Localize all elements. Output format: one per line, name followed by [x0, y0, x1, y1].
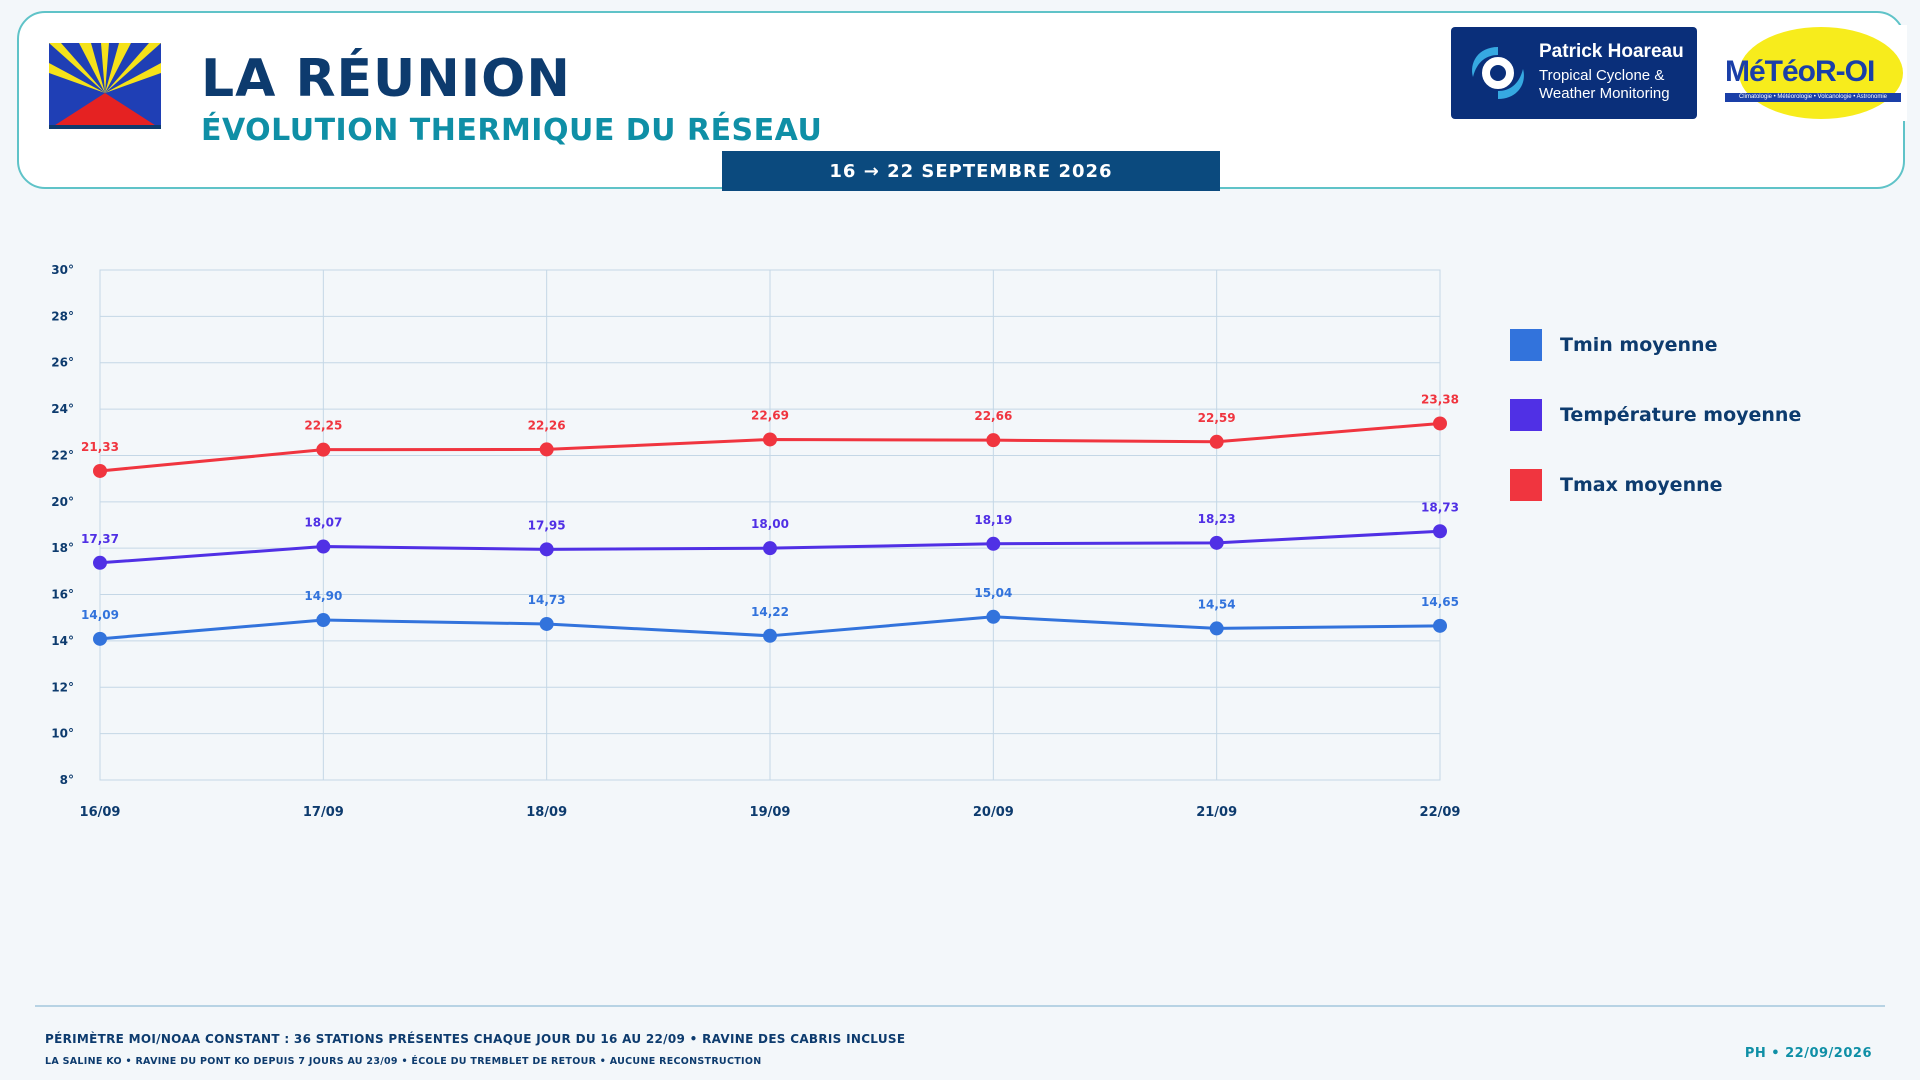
y-tick-label: 16° — [51, 588, 74, 602]
reunion-flag-icon — [49, 43, 161, 129]
data-point — [316, 539, 331, 554]
x-tick-label: 21/09 — [1196, 805, 1237, 820]
logo-ph-line2: Weather Monitoring — [1539, 85, 1670, 102]
data-label: 22,26 — [528, 418, 566, 432]
x-tick-label: 20/09 — [973, 805, 1014, 820]
y-tick-label: 26° — [51, 356, 74, 370]
x-tick-label: 16/09 — [80, 805, 121, 820]
temperature-line-chart: 8° 10° 12° 14° 16° 18° 20° 22° 24° 26° 28° 30° 16/09… — [51, 263, 1461, 820]
data-point — [539, 442, 554, 457]
y-tick-label: 22° — [51, 448, 74, 462]
data-point — [1209, 434, 1224, 449]
data-point — [1433, 524, 1447, 539]
y-tick-label: 30° — [51, 263, 74, 277]
legend-label-tmax: Tmax moyenne — [1560, 474, 1723, 496]
data-label: 14,73 — [528, 593, 566, 607]
data-label: 22,59 — [1198, 411, 1236, 425]
y-tick-label: 14° — [51, 634, 74, 648]
logo-meteo-sub: Climatologie • Météorologie • Volcanolog… — [1725, 93, 1901, 102]
data-label: 14,22 — [751, 605, 789, 619]
logo-ph-tagline: Tropical Cyclone & Weather Monitoring — [1539, 67, 1670, 103]
data-point — [1209, 535, 1224, 550]
data-label: 18,19 — [974, 513, 1012, 527]
data-point — [986, 536, 1001, 551]
data-label: 23,38 — [1421, 392, 1459, 406]
data-point — [986, 609, 1001, 624]
data-label: 17,95 — [528, 518, 566, 532]
legend-item-tmoy: Température moyenne — [1510, 398, 1801, 432]
data-label: 22,25 — [304, 419, 342, 433]
page-title: LA RÉUNION — [201, 49, 571, 109]
data-point — [1209, 621, 1224, 636]
x-tick-label: 19/09 — [750, 805, 791, 820]
data-point — [1433, 618, 1447, 633]
y-tick-label: 28° — [51, 309, 74, 323]
data-point — [316, 442, 331, 457]
legend-label-tmin: Tmin moyenne — [1560, 334, 1718, 356]
data-label: 18,73 — [1421, 500, 1459, 514]
data-point — [763, 541, 777, 556]
legend-swatch-tmoy — [1510, 399, 1542, 431]
meteor-oi-logo: MéTéoR-OI Climatologie • Météorologie • … — [1715, 25, 1907, 121]
cyclone-icon — [1472, 47, 1524, 99]
legend-item-tmin: Tmin moyenne — [1510, 328, 1801, 362]
chart-legend: Tmin moyenne Température moyenne Tmax mo… — [1510, 328, 1801, 538]
data-point — [763, 628, 777, 643]
data-point — [1433, 416, 1447, 431]
logo-ph-name: Patrick Hoareau — [1539, 41, 1684, 62]
footer-note-stations: LA SALINE KO • RAVINE DU PONT KO DEPUIS … — [45, 1056, 762, 1067]
patrick-hoareau-logo: Patrick Hoareau Tropical Cyclone & Weath… — [1451, 27, 1697, 119]
logo-ph-line1: Tropical Cyclone & — [1539, 67, 1665, 84]
data-point — [763, 432, 777, 447]
data-label: 17,37 — [81, 532, 119, 546]
data-label: 14,65 — [1421, 595, 1459, 609]
y-tick-label: 18° — [51, 541, 74, 555]
header-card: LA RÉUNION ÉVOLUTION THERMIQUE DU RÉSEAU… — [17, 11, 1907, 191]
x-tick-label: 22/09 — [1420, 805, 1461, 820]
date-range-banner: 16 → 22 SEPTEMBRE 2026 — [722, 151, 1220, 191]
data-label: 14,54 — [1198, 597, 1236, 611]
y-tick-label: 12° — [51, 680, 74, 694]
y-tick-label: 24° — [51, 402, 74, 416]
data-point — [539, 616, 554, 631]
data-point — [93, 555, 107, 570]
data-point — [316, 613, 331, 628]
data-label: 18,00 — [751, 517, 789, 531]
data-label: 14,09 — [81, 608, 119, 622]
y-tick-label: 10° — [51, 727, 74, 741]
data-label: 14,90 — [304, 589, 342, 603]
data-label: 21,33 — [81, 440, 119, 454]
data-point — [539, 542, 554, 557]
data-label: 18,23 — [1198, 512, 1236, 526]
legend-swatch-tmin — [1510, 329, 1542, 361]
y-tick-label: 20° — [51, 495, 74, 509]
y-tick-label: 8° — [60, 773, 74, 787]
logo-meteo-text: MéTéoR-OI — [1725, 55, 1875, 88]
legend-item-tmax: Tmax moyenne — [1510, 468, 1801, 502]
legend-swatch-tmax — [1510, 469, 1542, 501]
footer-signature: PH • 22/09/2026 — [1744, 1046, 1872, 1061]
data-point — [93, 463, 107, 478]
data-label: 22,69 — [751, 408, 789, 422]
x-tick-label: 18/09 — [526, 805, 567, 820]
x-tick-label: 17/09 — [303, 805, 344, 820]
data-label: 15,04 — [974, 586, 1012, 600]
legend-label-tmoy: Température moyenne — [1560, 404, 1802, 426]
data-label: 22,66 — [974, 409, 1012, 423]
page-subtitle: ÉVOLUTION THERMIQUE DU RÉSEAU — [201, 113, 823, 148]
footer-divider — [35, 1005, 1885, 1007]
data-point — [93, 631, 107, 646]
data-label: 18,07 — [304, 516, 342, 530]
footer-note-perimeter: PÉRIMÈTRE MOI/NOAA CONSTANT : 36 STATION… — [45, 1032, 906, 1046]
data-point — [986, 433, 1001, 448]
